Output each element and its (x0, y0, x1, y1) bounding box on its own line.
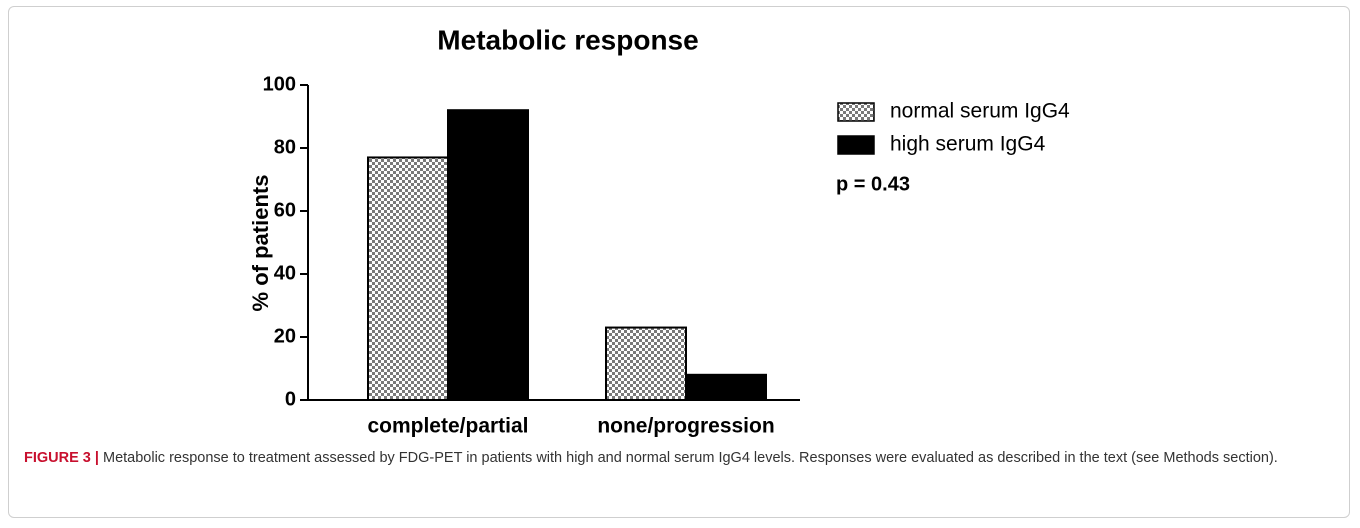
annotation: p = 0.43 (836, 173, 910, 195)
legend-label: normal serum IgG4 (890, 100, 1070, 123)
chart-title: Metabolic response (437, 24, 698, 55)
y-tick-label: 100 (263, 73, 296, 95)
legend-label: high serum IgG4 (890, 133, 1046, 156)
y-axis-label: % of patients (248, 175, 273, 312)
bar (447, 109, 529, 401)
chart: Metabolic response % of patients p = 0.4… (248, 24, 1070, 438)
y-tick-label: 20 (274, 325, 296, 347)
bar (605, 326, 687, 401)
legend-swatch (837, 135, 875, 155)
legend-swatch (837, 102, 875, 122)
y-tick-label: 40 (274, 262, 296, 284)
bar (685, 373, 767, 401)
y-tick-label: 0 (285, 388, 296, 410)
x-tick-label: none/progression (597, 415, 774, 438)
x-tick-label: complete/partial (367, 415, 528, 438)
caption-text: Metabolic response to treatment assessed… (103, 450, 1278, 466)
caption: FIGURE 3 | Metabolic response to treatme… (24, 446, 1334, 470)
figure-frame (8, 6, 1350, 518)
bar (367, 156, 449, 401)
caption-label: FIGURE 3 | (24, 450, 99, 466)
y-tick-label: 80 (274, 136, 296, 158)
y-tick-label: 60 (274, 199, 296, 221)
